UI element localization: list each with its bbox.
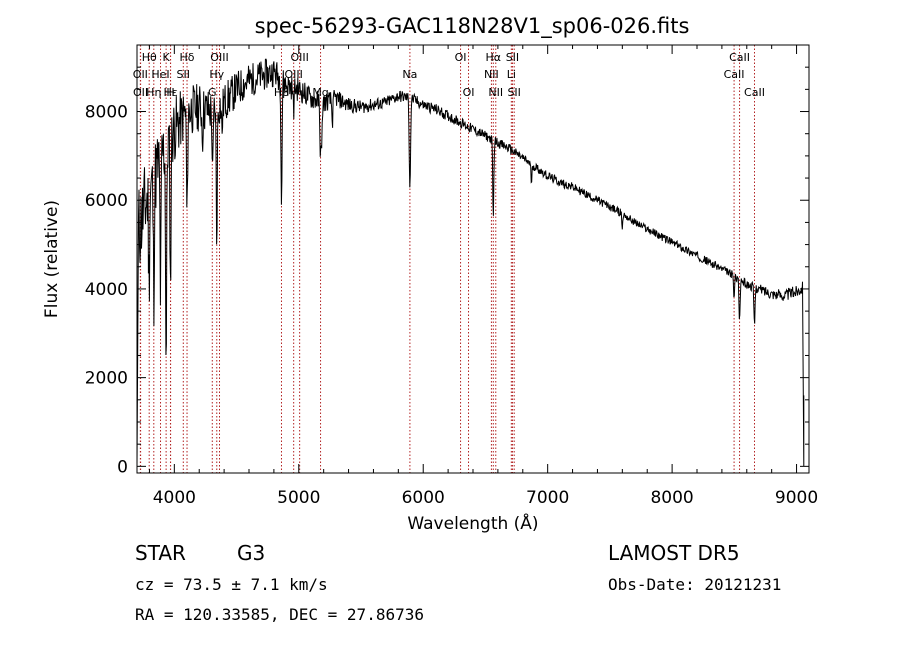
x-tick-label: 4000 xyxy=(153,488,196,508)
line-marker-label: CaII xyxy=(724,68,745,81)
line-marker-label: Hη xyxy=(146,86,161,99)
ra-dec-coordinates: RA = 120.33585, DEC = 27.86736 xyxy=(135,605,424,624)
line-marker-label: OIII xyxy=(290,51,308,64)
line-marker-label: Li xyxy=(507,68,516,81)
line-marker-label: H xyxy=(166,86,174,99)
line-marker-label: NII xyxy=(484,68,499,81)
line-marker-label: Hε xyxy=(163,86,177,99)
spectrum-line xyxy=(136,58,805,467)
line-marker-label: CaII xyxy=(729,51,750,64)
line-marker-label: Hα xyxy=(486,51,502,64)
y-tick-label: 2000 xyxy=(85,369,128,389)
y-tick-label: 8000 xyxy=(85,103,128,123)
line-marker-label: OI xyxy=(463,86,475,99)
chart-title: spec-56293-GAC118N28V1_sp06-026.fits xyxy=(255,14,690,39)
line-marker-label: OIII xyxy=(284,68,302,81)
observation-date: Obs-Date: 20121231 xyxy=(608,575,781,594)
line-marker-label: G xyxy=(208,86,217,99)
y-axis-ticks: 0 2000 4000 6000 8000 xyxy=(85,66,809,477)
x-axis-ticks: 4000 5000 6000 7000 8000 9000 xyxy=(148,45,818,508)
line-marker-label: OII xyxy=(133,68,148,81)
line-marker-label: SII xyxy=(177,68,190,81)
line-marker-label: CaII xyxy=(744,86,765,99)
line-marker-label: NII xyxy=(488,86,503,99)
line-marker-label: HeI xyxy=(151,68,169,81)
spectral-line-markers xyxy=(139,45,755,473)
redshift-cz: cz = 73.5 ± 7.1 km/s xyxy=(135,575,328,594)
y-tick-label: 0 xyxy=(117,457,128,477)
line-marker-label: Hδ xyxy=(180,51,195,64)
line-marker-label: Na xyxy=(402,68,417,81)
line-marker-label: Hθ xyxy=(142,51,157,64)
y-tick-label: 6000 xyxy=(85,191,128,211)
line-marker-label: OI xyxy=(455,51,467,64)
x-tick-label: 8000 xyxy=(650,488,693,508)
line-marker-label: SII xyxy=(507,86,520,99)
x-tick-label: 6000 xyxy=(402,488,445,508)
line-marker-label: OIII xyxy=(210,51,228,64)
survey-label: LAMOST DR5 xyxy=(608,541,740,565)
plot-frame xyxy=(136,44,810,474)
x-axis-label: Wavelength (Å) xyxy=(407,512,538,534)
line-marker-label: K xyxy=(163,51,171,64)
x-tick-label: 7000 xyxy=(526,488,569,508)
x-tick-label: 9000 xyxy=(775,488,818,508)
object-type: STAR xyxy=(135,541,186,565)
y-tick-label: 4000 xyxy=(85,280,128,300)
line-marker-label: SII xyxy=(506,51,519,64)
line-marker-label: Mg xyxy=(312,86,328,99)
x-tick-label: 5000 xyxy=(277,488,320,508)
line-marker-label: Hγ xyxy=(209,68,224,81)
spectral-subclass: G3 xyxy=(237,541,265,565)
y-axis-label: Flux (relative) xyxy=(42,200,62,318)
